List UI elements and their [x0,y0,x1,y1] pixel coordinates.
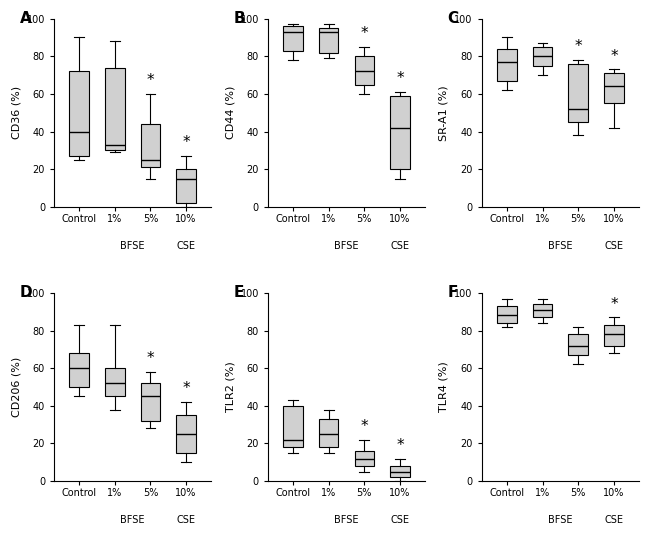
Text: CSE: CSE [391,241,410,251]
Y-axis label: CD36 (%): CD36 (%) [11,86,21,139]
Text: B: B [233,11,245,26]
PathPatch shape [176,415,196,453]
Text: *: * [610,49,617,64]
PathPatch shape [354,56,374,85]
PathPatch shape [604,73,624,103]
PathPatch shape [533,47,552,66]
PathPatch shape [568,334,588,355]
Text: BFSE: BFSE [548,241,573,251]
Text: A: A [20,11,31,26]
Y-axis label: SR-A1 (%): SR-A1 (%) [439,85,449,140]
PathPatch shape [390,96,410,169]
Text: CSE: CSE [391,515,410,525]
Text: CSE: CSE [604,515,623,525]
PathPatch shape [533,304,552,317]
Text: BFSE: BFSE [334,241,359,251]
PathPatch shape [283,26,303,50]
Y-axis label: CD206 (%): CD206 (%) [11,357,21,417]
Text: CSE: CSE [604,241,623,251]
PathPatch shape [105,368,125,397]
Text: D: D [20,285,32,300]
PathPatch shape [70,353,89,387]
PathPatch shape [568,64,588,122]
Text: *: * [396,71,404,86]
Text: *: * [182,136,190,151]
Text: BFSE: BFSE [120,515,145,525]
Text: F: F [447,285,458,300]
Text: *: * [361,419,368,434]
Text: CSE: CSE [177,515,196,525]
Y-axis label: CD44 (%): CD44 (%) [225,86,235,139]
Text: *: * [361,26,368,41]
PathPatch shape [497,306,517,323]
PathPatch shape [70,71,89,156]
Text: C: C [447,11,458,26]
PathPatch shape [390,466,410,478]
Text: *: * [147,351,154,366]
PathPatch shape [604,325,624,346]
PathPatch shape [318,28,339,53]
Text: BFSE: BFSE [334,515,359,525]
PathPatch shape [140,124,161,167]
Text: BFSE: BFSE [120,241,145,251]
Text: *: * [182,382,190,397]
Text: *: * [575,39,582,54]
Text: *: * [396,438,404,453]
Text: CSE: CSE [177,241,196,251]
Y-axis label: TLR2 (%): TLR2 (%) [225,362,235,412]
Text: *: * [610,297,617,312]
PathPatch shape [105,68,125,151]
Text: BFSE: BFSE [548,515,573,525]
PathPatch shape [283,406,303,447]
Y-axis label: TLR4 (%): TLR4 (%) [439,362,449,412]
Text: *: * [147,73,154,88]
Text: E: E [233,285,244,300]
PathPatch shape [176,169,196,203]
PathPatch shape [354,451,374,466]
PathPatch shape [140,383,161,421]
PathPatch shape [497,49,517,81]
PathPatch shape [318,419,339,447]
